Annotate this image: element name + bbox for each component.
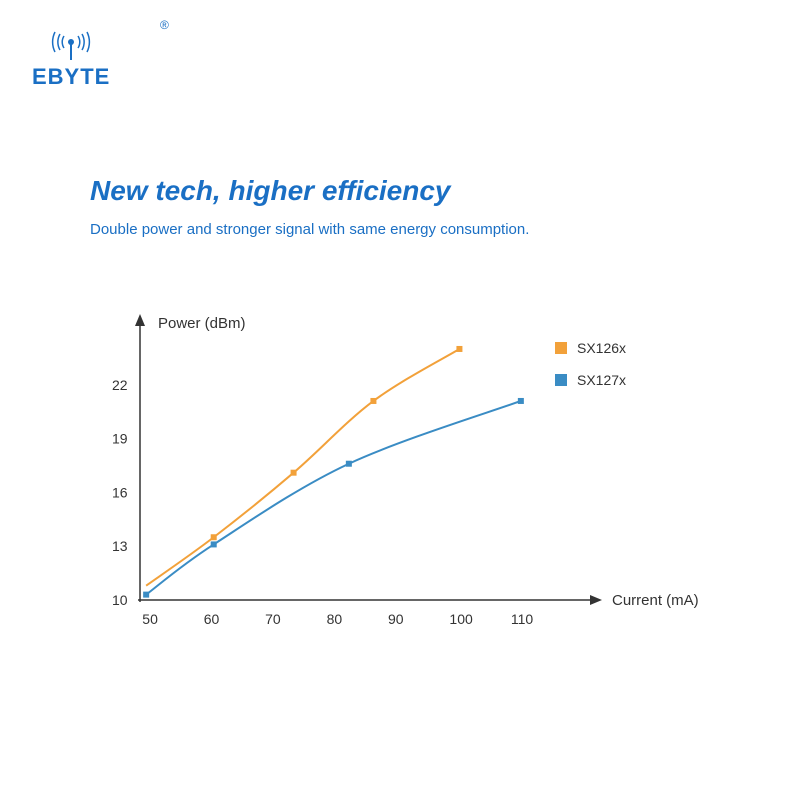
main-title: New tech, higher efficiency — [90, 175, 529, 207]
legend-label: SX127x — [577, 372, 626, 388]
svg-text:110: 110 — [511, 611, 534, 627]
legend-item: SX127x — [555, 372, 626, 388]
legend-item: SX126x — [555, 340, 626, 356]
svg-text:Power (dBm): Power (dBm) — [158, 315, 246, 332]
antenna-icon — [41, 28, 101, 62]
svg-text:70: 70 — [265, 611, 281, 627]
svg-text:100: 100 — [449, 611, 473, 627]
svg-text:80: 80 — [327, 611, 343, 627]
legend-swatch-icon — [555, 374, 567, 386]
svg-text:Current (mA): Current (mA) — [612, 592, 699, 609]
svg-text:10: 10 — [112, 592, 128, 608]
svg-text:60: 60 — [204, 611, 220, 627]
subtitle: Double power and stronger signal with sa… — [90, 221, 529, 238]
svg-text:90: 90 — [388, 611, 404, 627]
brand-name: EBYTE — [32, 64, 110, 90]
chart-legend: SX126x SX127x — [555, 340, 626, 404]
heading-block: New tech, higher efficiency Double power… — [90, 175, 529, 238]
svg-text:16: 16 — [112, 484, 128, 500]
svg-text:13: 13 — [112, 538, 128, 554]
svg-text:19: 19 — [112, 431, 128, 447]
svg-text:22: 22 — [112, 377, 128, 393]
legend-label: SX126x — [577, 340, 626, 356]
legend-swatch-icon — [555, 342, 567, 354]
brand-logo: EBYTE — [32, 28, 110, 90]
registered-mark: ® — [160, 18, 169, 32]
svg-text:50: 50 — [142, 611, 158, 627]
